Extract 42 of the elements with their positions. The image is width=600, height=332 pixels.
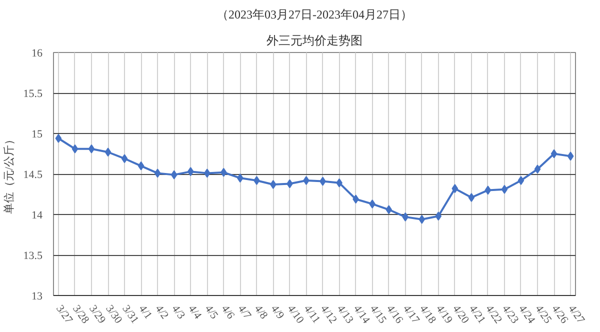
point (567, 152, 574, 161)
y-tick-label: 13 (32, 290, 43, 302)
point (534, 164, 541, 174)
point (501, 184, 508, 194)
point (121, 154, 128, 164)
y-tick-label: 14 (32, 210, 43, 222)
x-tick-label: 4/10 (284, 303, 306, 326)
x-tick-label: 4/2 (152, 303, 171, 322)
y-tick-label: 13.5 (23, 250, 43, 262)
point (55, 134, 62, 143)
point (220, 168, 227, 177)
point (138, 161, 144, 170)
point (484, 186, 492, 195)
chart-title: （2023年03月27日-2023年04月27日） (216, 8, 412, 22)
x-tick-label: 4/4 (186, 303, 204, 322)
point (435, 212, 442, 221)
point (104, 148, 112, 157)
x-tick-label: 4/6 (218, 303, 237, 322)
chart-subtitle: 外三元均价走势图 (266, 34, 362, 48)
y-tick-label: 15.5 (23, 88, 43, 100)
x-tick-label: 4/7 (235, 303, 254, 322)
x-tick-label: 4/8 (252, 303, 270, 322)
point (452, 184, 458, 194)
point (170, 170, 178, 180)
y-axis-title: 单位（元/公斤） (2, 134, 16, 214)
x-tick-label: 4/5 (202, 303, 220, 322)
point (550, 149, 558, 158)
y-tick-label: 15 (32, 128, 43, 140)
point (418, 214, 426, 224)
point (518, 176, 524, 185)
point (88, 144, 95, 154)
y-tick-label: 14.5 (23, 169, 43, 181)
y-tick-label: 16 (32, 48, 43, 60)
point (402, 212, 409, 222)
point (72, 144, 78, 154)
point (468, 192, 475, 202)
point (154, 168, 161, 178)
point (187, 167, 194, 176)
x-tick-label: 4/3 (169, 303, 188, 322)
x-tick-label: 4/9 (268, 303, 287, 322)
point (204, 168, 210, 178)
x-tick-label: 3/27 (54, 303, 75, 326)
